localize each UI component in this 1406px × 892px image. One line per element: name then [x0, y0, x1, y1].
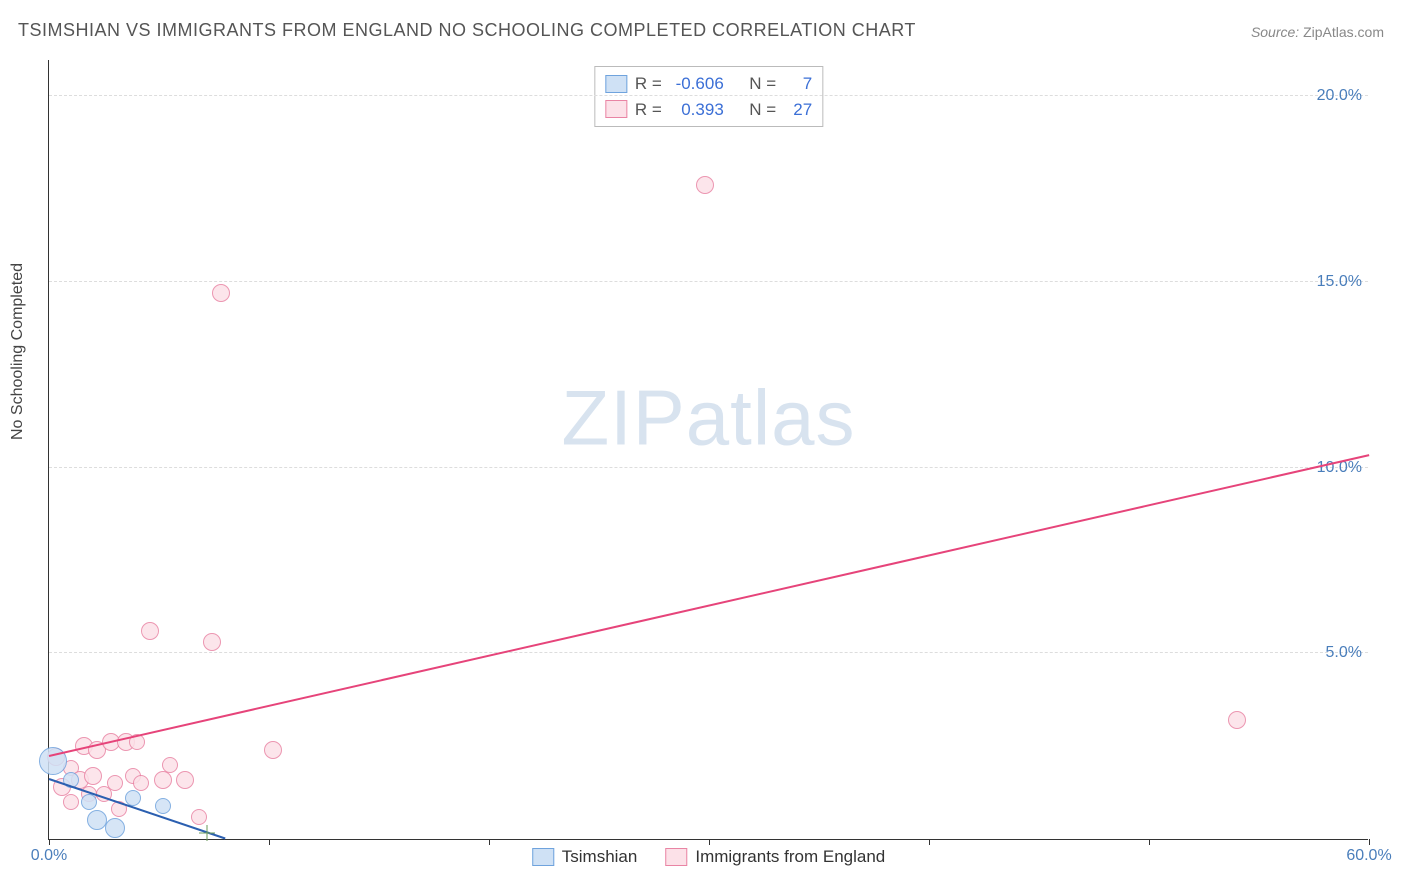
x-tick-label: 60.0% — [1346, 847, 1391, 865]
x-tick-label: 0.0% — [31, 847, 67, 865]
data-point — [84, 767, 102, 785]
watermark-bold: ZIP — [561, 374, 685, 462]
data-point — [203, 633, 221, 651]
legend-item: Tsimshian — [532, 847, 638, 867]
data-point — [162, 757, 178, 773]
source-label: Source: — [1251, 24, 1303, 40]
data-point — [1228, 711, 1246, 729]
data-point — [155, 798, 171, 814]
legend-item: Immigrants from England — [665, 847, 885, 867]
data-point — [154, 771, 172, 789]
data-point — [107, 775, 123, 791]
x-tick — [929, 839, 930, 845]
legend-swatch — [605, 75, 627, 93]
gridline — [49, 652, 1368, 653]
r-label: R = — [635, 71, 662, 97]
x-tick — [709, 839, 710, 845]
n-label: N = — [749, 71, 776, 97]
r-value: 0.393 — [670, 97, 724, 123]
r-value: -0.606 — [670, 71, 724, 97]
n-value: 7 — [784, 71, 812, 97]
source-name: ZipAtlas.com — [1303, 24, 1384, 40]
data-point — [133, 775, 149, 791]
n-label: N = — [749, 97, 776, 123]
x-tick — [489, 839, 490, 845]
legend-correlation: R = -0.606 N = 7 R = 0.393 N = 27 — [594, 66, 823, 127]
trendline — [49, 454, 1369, 757]
y-tick-label: 5.0% — [1326, 644, 1362, 662]
data-point — [191, 809, 207, 825]
y-tick-label: 20.0% — [1317, 87, 1362, 105]
legend-swatch — [532, 848, 554, 866]
legend-row: R = 0.393 N = 27 — [605, 97, 812, 123]
data-point — [212, 284, 230, 302]
data-point — [176, 771, 194, 789]
y-tick-label: 15.0% — [1317, 273, 1362, 291]
legend-series: Tsimshian Immigrants from England — [532, 847, 886, 867]
x-tick — [1369, 839, 1370, 845]
gridline — [49, 95, 1368, 96]
data-point — [105, 818, 125, 838]
x-tick — [49, 839, 50, 845]
data-point — [696, 176, 714, 194]
legend-label: Immigrants from England — [695, 847, 885, 867]
data-point — [63, 794, 79, 810]
data-point — [141, 622, 159, 640]
gridline — [49, 467, 1368, 468]
legend-swatch — [665, 848, 687, 866]
chart-title: TSIMSHIAN VS IMMIGRANTS FROM ENGLAND NO … — [18, 20, 916, 41]
r-label: R = — [635, 97, 662, 123]
gridline — [49, 281, 1368, 282]
plot-area: ZIPatlas R =-0.606 N =7R =0.393 N =27 Ts… — [48, 60, 1368, 840]
watermark: ZIPatlas — [561, 373, 855, 464]
x-tick — [269, 839, 270, 845]
watermark-rest: atlas — [686, 374, 856, 462]
n-value: 27 — [784, 97, 812, 123]
source-attribution: Source: ZipAtlas.com — [1251, 24, 1384, 40]
legend-label: Tsimshian — [562, 847, 638, 867]
y-axis-title: No Schooling Completed — [9, 263, 27, 440]
crosshair-icon — [199, 825, 215, 841]
data-point — [81, 794, 97, 810]
legend-row: R = -0.606 N = 7 — [605, 71, 812, 97]
x-tick — [1149, 839, 1150, 845]
data-point — [264, 741, 282, 759]
legend-swatch — [605, 100, 627, 118]
